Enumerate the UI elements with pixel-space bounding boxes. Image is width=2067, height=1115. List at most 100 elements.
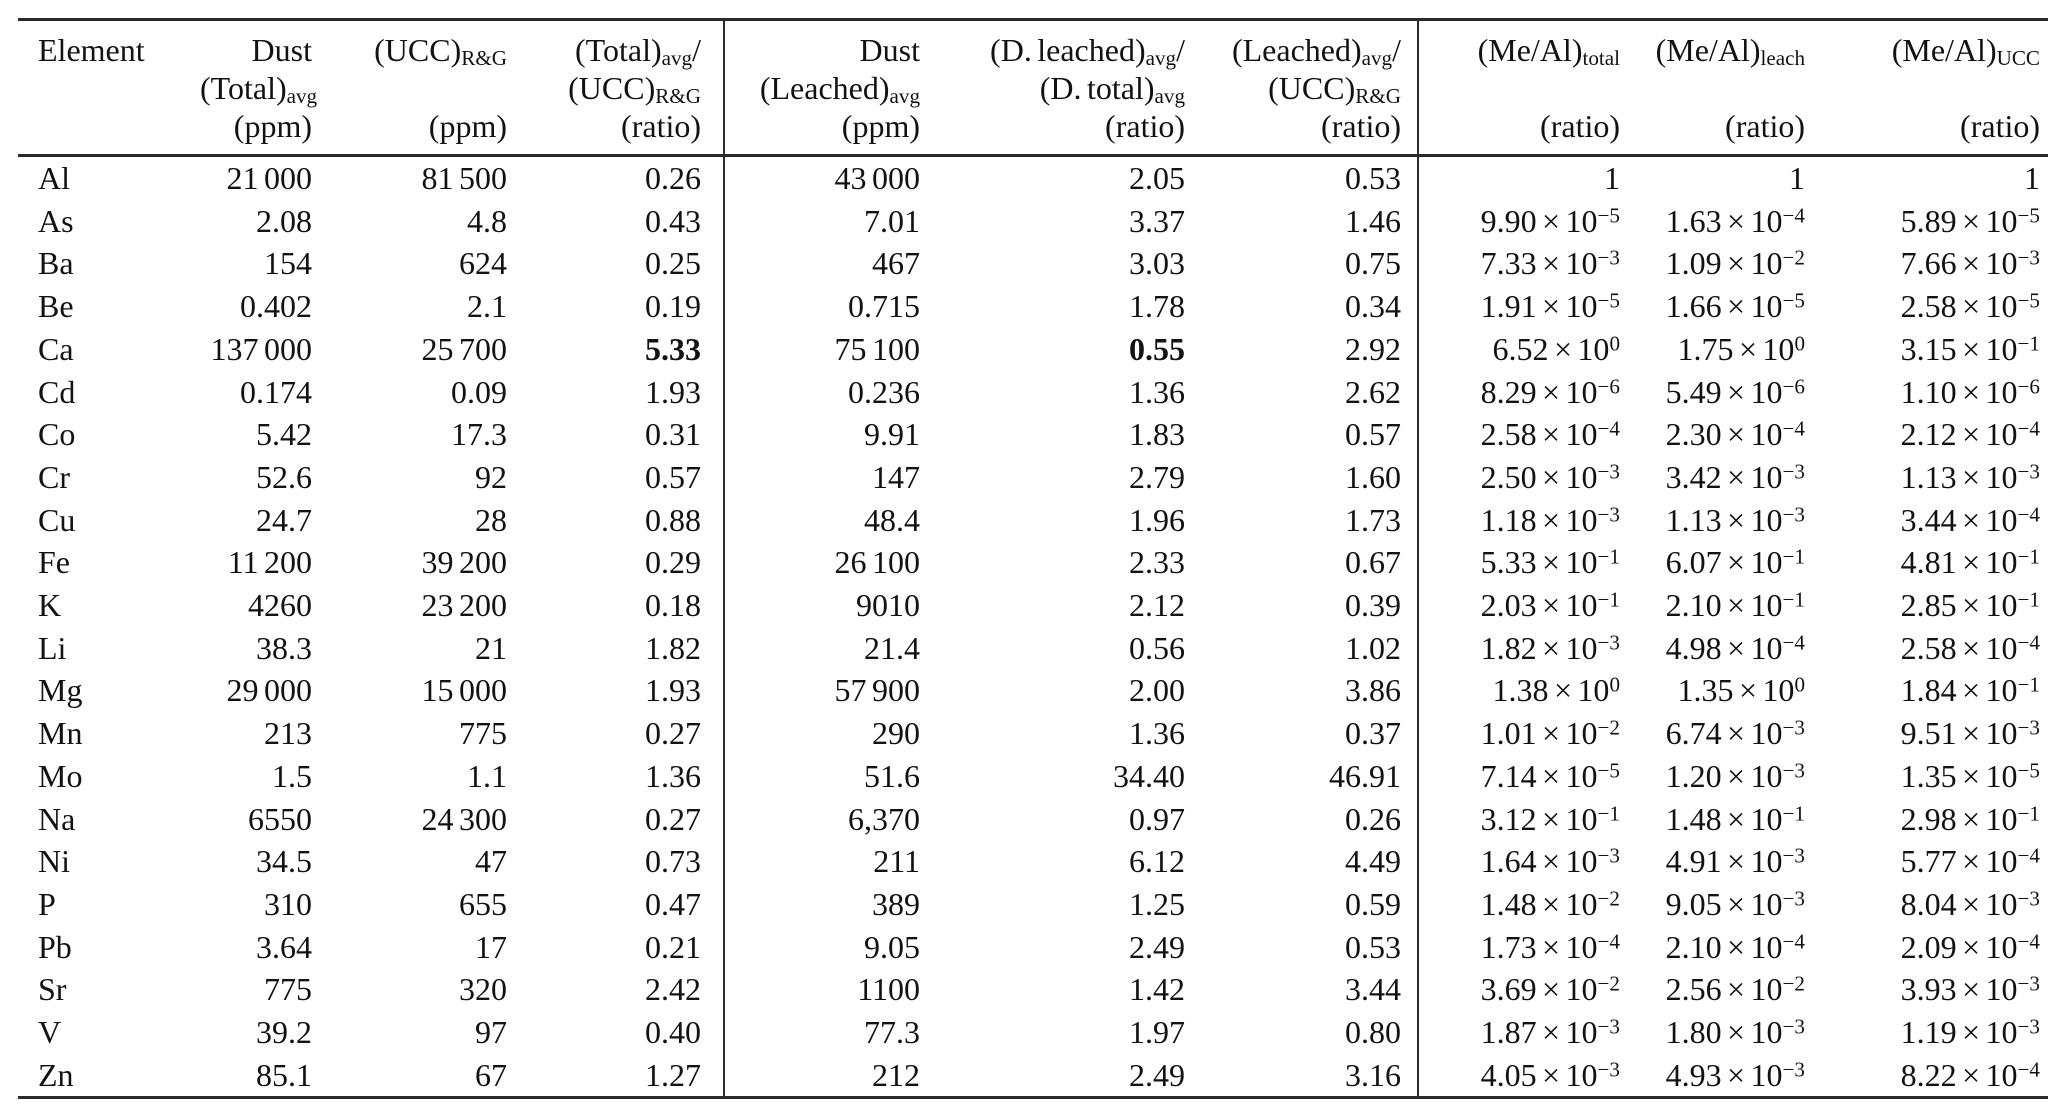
- cell-me_al_leach: 6.74 × 10−3: [1665, 715, 1805, 752]
- cell-me_al_total: 7.14 × 10−5: [1480, 757, 1620, 794]
- cell-leached_ucc_ratio: 0.53: [1185, 925, 1419, 969]
- cell-ucc_rg: 624: [459, 245, 507, 282]
- cell-element: Cr: [38, 458, 70, 495]
- cell-total_ucc_ratio: 0.26: [507, 155, 725, 200]
- cell-leached_ucc_ratio: 0.75: [1185, 242, 1419, 286]
- cell-leached_ucc_ratio: 0.67: [1185, 541, 1419, 585]
- cell-dust_total: 29 000: [226, 672, 312, 709]
- cell-total_ucc_ratio: 1.36: [507, 754, 725, 798]
- col-header-total_ucc_ratio: (Total)avg/(UCC)R&G (ratio): [507, 19, 725, 157]
- cell-dust_total: 310: [264, 885, 312, 922]
- cell-total_ucc_ratio: 0.29: [507, 541, 725, 585]
- cell-ucc_rg: 17: [475, 928, 507, 965]
- header-line: (Total)avg: [200, 70, 318, 109]
- cell-total_ucc_ratio: 0.40: [507, 1011, 725, 1054]
- cell-element: Mn: [38, 715, 83, 752]
- cell-dust_total: 21 000: [226, 160, 312, 196]
- cell-total_ucc_ratio: 5.33: [507, 327, 725, 371]
- cell-element: Co: [38, 416, 76, 453]
- cell-ucc_rg: 67: [475, 1056, 507, 1093]
- cell-leached_ucc_ratio: 1.02: [1185, 626, 1419, 670]
- cell-dust_total: 4260: [248, 587, 312, 624]
- cell-me_al_ucc: 1.10 × 10−6: [1900, 373, 2040, 410]
- cell-element: Li: [38, 629, 67, 666]
- cell-me_al_leach: 1.75 × 100: [1677, 330, 1806, 367]
- table-row-k: K 4260 23 200 0.18 9010 2.12 0.39 2.03 × 10−1 2.…: [18, 584, 2048, 627]
- cell-dust_leached: 9.91: [864, 416, 920, 453]
- header-line: (Leached)avg/: [1231, 32, 1401, 71]
- cell-me_al_ucc: 3.93 × 10−3: [1900, 971, 2040, 1008]
- cell-ucc_rg: 24 300: [421, 800, 507, 837]
- cell-element: Mg: [38, 672, 83, 709]
- header-line: [312, 69, 507, 107]
- cell-dleached_dtotal_ratio: 2.49: [1129, 928, 1185, 965]
- cell-ucc_rg: 655: [459, 885, 507, 922]
- cell-dust_leached: 75 100: [834, 330, 920, 367]
- cell-dust_total: 38.3: [256, 629, 312, 666]
- header-line: (UCC)R&G: [374, 32, 507, 71]
- col-header-me_al_total: (Me/Al)total (ratio): [1418, 19, 1620, 157]
- cell-ucc_rg: 1.1: [467, 757, 507, 794]
- cell-me_al_ucc: 1.13 × 10−3: [1900, 458, 2040, 495]
- cell-me_al_ucc: 2.09 × 10−4: [1900, 928, 2040, 965]
- cell-me_al_leach: 2.56 × 10−2: [1665, 971, 1805, 1008]
- cell-me_al_leach: 4.91 × 10−3: [1665, 843, 1805, 880]
- cell-element: Be: [38, 288, 74, 325]
- cell-dust_total: 1.5: [272, 757, 312, 794]
- header-line: Element: [38, 32, 145, 68]
- cell-me_al_ucc: 5.77 × 10−4: [1900, 843, 2040, 880]
- cell-me_al_total: 5.33 × 10−1: [1480, 544, 1620, 581]
- cell-me_al_total: 2.58 × 10−4: [1480, 416, 1620, 453]
- cell-dust_leached: 389: [872, 885, 920, 922]
- cell-me_al_ucc: 1.84 × 10−1: [1900, 672, 2040, 709]
- header-line: (Me/Al)UCC: [1891, 32, 2040, 71]
- cell-dleached_dtotal_ratio: 3.03: [1129, 245, 1185, 282]
- cell-dust_total: 5.42: [256, 416, 312, 453]
- cell-total_ucc_ratio: 0.47: [507, 882, 725, 926]
- cell-leached_ucc_ratio: 2.62: [1185, 370, 1419, 414]
- cell-me_al_leach: 4.98 × 10−4: [1665, 629, 1805, 666]
- cell-ucc_rg: 97: [475, 1014, 507, 1051]
- header-line: Dust: [251, 32, 312, 68]
- cell-element: Fe: [38, 544, 70, 581]
- cell-dleached_dtotal_ratio: 3.37: [1129, 202, 1185, 239]
- cell-total_ucc_ratio: 2.42: [507, 968, 725, 1012]
- cell-total_ucc_ratio: 1.27: [507, 1053, 725, 1098]
- cell-dust_total: 34.5: [256, 843, 312, 880]
- cell-total_ucc_ratio: 0.31: [507, 413, 725, 456]
- header-line: [1419, 69, 1620, 107]
- table-row-pb: Pb 3.64 17 0.21 9.05 2.49 0.53 1.73 × 10−4 2.10 …: [18, 925, 2048, 969]
- cell-me_al_total: 1: [1604, 160, 1620, 196]
- cell-leached_ucc_ratio: 1.46: [1185, 199, 1419, 243]
- cell-ucc_rg: 15 000: [421, 672, 507, 709]
- cell-me_al_leach: 1.63 × 10−4: [1665, 202, 1805, 239]
- table-row-fe: Fe 11 200 39 200 0.29 26 100 2.33 0.67 5.33 × 1…: [18, 541, 2048, 585]
- cell-dust_leached: 212: [872, 1056, 920, 1093]
- cell-me_al_total: 1.87 × 10−3: [1480, 1014, 1620, 1051]
- header-line: (Me/Al)leach: [1655, 32, 1805, 71]
- cell-ucc_rg: 81 500: [421, 160, 507, 196]
- cell-total_ucc_ratio: 0.21: [507, 925, 725, 969]
- col-header-leached_ucc_ratio: (Leached)avg/(UCC)R&G (ratio): [1185, 19, 1419, 157]
- cell-element: Na: [38, 800, 76, 837]
- cell-element: Ni: [38, 843, 70, 880]
- cell-dust_leached: 290: [872, 715, 920, 752]
- header-line: (ratio): [621, 108, 701, 144]
- table-row-zn: Zn 85.1 67 1.27 212 2.49 3.16 4.05 × 10−3 4.93 ×…: [18, 1053, 2048, 1098]
- cell-dust_leached: 147: [872, 458, 920, 495]
- cell-me_al_leach: 3.42 × 10−3: [1665, 458, 1805, 495]
- cell-dust_leached: 0.715: [848, 288, 920, 325]
- cell-dust_total: 0.174: [240, 373, 312, 410]
- cell-me_al_ucc: 2.98 × 10−1: [1900, 800, 2040, 837]
- cell-dleached_dtotal_ratio: 6.12: [1129, 843, 1185, 880]
- cell-me_al_total: 1.01 × 10−2: [1480, 715, 1620, 752]
- header-line: (ppm): [841, 108, 920, 144]
- cell-dleached_dtotal_ratio: 0.55: [1129, 330, 1185, 367]
- cell-dust_total: 11 200: [227, 544, 312, 581]
- cell-leached_ucc_ratio: 3.44: [1185, 968, 1419, 1012]
- header-line: [1805, 69, 2040, 107]
- table-row-cu: Cu 24.7 28 0.88 48.4 1.96 1.73 1.18 × 10−3 1.13 …: [18, 498, 2048, 542]
- cell-me_al_leach: 2.10 × 10−4: [1665, 928, 1805, 965]
- table-header: Element Dust (Total)avg (ppm) (UCC)R&G (ppm…: [18, 19, 2048, 157]
- cell-dust_total: 154: [264, 245, 312, 282]
